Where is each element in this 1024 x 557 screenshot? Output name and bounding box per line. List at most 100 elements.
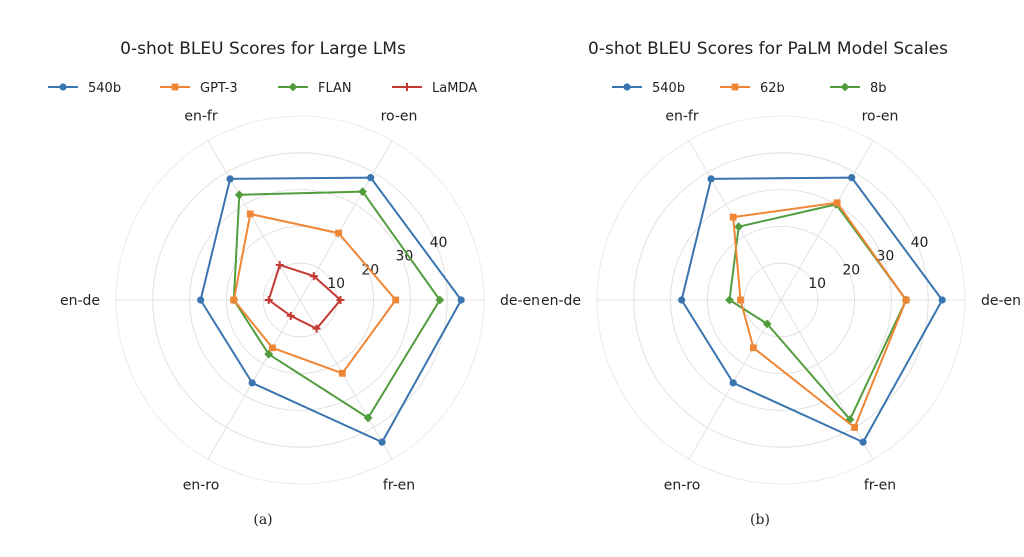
legend-label: FLAN: [318, 81, 352, 96]
radial-tick-label: 30: [876, 249, 894, 265]
grid-spoke: [207, 140, 301, 301]
data-point-540b-ro-en: [367, 174, 375, 182]
panel-caption: (b): [750, 512, 770, 528]
legend-item-gpt-3: GPT-3: [160, 81, 238, 96]
category-label-en-ro: en-ro: [664, 477, 701, 493]
legend-item-lamda: LaMDA: [392, 81, 477, 96]
grid-spoke: [780, 140, 874, 301]
legend: 540b GPT-3 FLAN LaMDA: [48, 81, 477, 96]
data-point-lamda-en-fr: [275, 260, 284, 269]
data-point-gpt-3-de-en: [392, 296, 400, 304]
data-point-540b-en-ro: [729, 379, 737, 387]
radial-tick-label: 40: [430, 235, 448, 251]
radial-tick-label: 30: [395, 249, 413, 265]
series-line-gpt-3: [232, 213, 397, 375]
legend-marker: [731, 83, 739, 91]
data-point-gpt-3-en-ro: [269, 344, 276, 352]
category-label-de-en: de-en: [981, 293, 1021, 309]
radar-panel-b: 0-shot BLEU Scores for PaLM Model Scales…: [541, 39, 1021, 528]
series-line-lamda: [267, 263, 342, 330]
data-point-540b-ro-en: [848, 174, 856, 182]
data-point-62b-fr-en: [851, 424, 858, 431]
legend-item-540b: 540b: [612, 81, 685, 96]
series-540b: [197, 174, 465, 446]
series-540b: [678, 174, 946, 446]
legend-label: 8b: [870, 81, 887, 96]
legend-marker: [623, 83, 631, 91]
data-point-540b-en-fr: [707, 175, 715, 183]
grid-spoke: [299, 299, 393, 460]
radar-panel-a: 0-shot BLEU Scores for Large LMs 540b GPT…: [48, 39, 540, 528]
series-lamda: [264, 260, 345, 333]
data-point-flan-en-fr: [234, 190, 244, 200]
radial-tick-label: 10: [808, 276, 826, 292]
legend-item-flan: FLAN: [278, 81, 352, 96]
category-label-en-fr: en-fr: [184, 109, 217, 125]
radial-tick-label: 20: [842, 262, 860, 278]
category-label-en-fr: en-fr: [665, 109, 698, 125]
series-8b: [725, 199, 911, 424]
legend-marker: [840, 82, 850, 92]
grid-spoke: [780, 299, 874, 460]
legend-label: GPT-3: [200, 81, 238, 96]
category-label-fr-en: fr-en: [383, 477, 415, 493]
series-62b: [729, 199, 910, 431]
category-label-en-de: en-de: [541, 293, 581, 309]
data-point-540b-en-de: [678, 296, 686, 304]
category-label-ro-en: ro-en: [381, 109, 418, 125]
data-point-gpt-3-en-de: [230, 296, 238, 304]
legend-marker: [59, 83, 67, 91]
data-point-540b-en-de: [197, 296, 205, 304]
category-label-ro-en: ro-en: [862, 109, 899, 125]
data-point-lamda-ro-en: [309, 272, 318, 281]
legend-item-540b: 540b: [48, 81, 121, 96]
legend-item-8b: 8b: [830, 81, 887, 96]
chart-title: 0-shot BLEU Scores for PaLM Model Scales: [588, 39, 948, 59]
chart-title: 0-shot BLEU Scores for Large LMs: [120, 39, 406, 59]
legend: 540b 62b 8b: [612, 81, 887, 96]
legend-label: LaMDA: [432, 81, 477, 96]
panel-caption: (a): [253, 512, 272, 528]
plot-area: 10 20 30 40 de-en ro-en en-fr en-de en-ro fr-en: [541, 109, 1021, 494]
data-point-flan-fr-en: [363, 413, 373, 423]
data-point-8b-en-de: [725, 295, 734, 305]
category-label-fr-en: fr-en: [864, 477, 896, 493]
data-point-lamda-en-ro: [286, 311, 295, 320]
data-point-62b-en-de: [737, 296, 744, 304]
data-point-flan-en-ro: [264, 349, 274, 359]
data-point-gpt-3-ro-en: [335, 229, 343, 237]
data-point-62b-ro-en: [833, 199, 841, 207]
data-point-lamda-en-de: [264, 296, 273, 304]
data-point-540b-en-fr: [226, 175, 234, 183]
grid-spoke: [299, 140, 393, 301]
data-point-gpt-3-fr-en: [338, 369, 346, 377]
data-point-540b-de-en: [457, 296, 465, 304]
grid-spoke: [207, 299, 301, 460]
radial-tick-label: 40: [911, 235, 929, 251]
data-point-flan-de-en: [435, 295, 445, 305]
data-point-62b-de-en: [902, 296, 910, 304]
data-point-540b-fr-en: [859, 438, 867, 446]
category-label-de-en: de-en: [500, 293, 540, 309]
legend-marker: [288, 82, 298, 92]
data-point-gpt-3-en-fr: [246, 210, 254, 218]
category-label-en-ro: en-ro: [183, 477, 220, 493]
legend-marker: [403, 83, 411, 91]
series-gpt-3: [230, 210, 400, 377]
category-label-en-de: en-de: [60, 293, 100, 309]
legend-label: 540b: [88, 81, 121, 96]
legend-label: 62b: [760, 81, 785, 96]
data-point-8b-en-fr: [734, 222, 744, 232]
data-point-540b-de-en: [938, 296, 946, 304]
data-point-lamda-fr-en: [312, 324, 321, 333]
data-point-62b-en-fr: [729, 213, 737, 221]
data-point-540b-fr-en: [378, 438, 386, 446]
data-point-540b-en-ro: [248, 379, 256, 387]
radial-tick-label: 10: [327, 276, 345, 292]
legend-label: 540b: [652, 81, 685, 96]
legend-marker: [171, 83, 179, 91]
data-point-62b-en-ro: [750, 344, 757, 352]
data-point-flan-ro-en: [358, 187, 367, 197]
